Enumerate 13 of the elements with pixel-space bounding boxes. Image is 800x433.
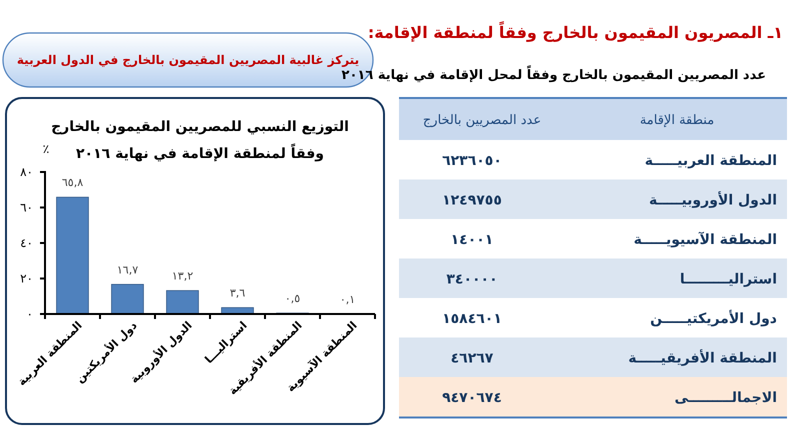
data-label: ١٦,٧ <box>116 263 138 276</box>
chart-title: التوزيع النسبي للمصريين المقيمون بالخارج وفقاً لمنطقة الإقامة في نهاية ٢٠١٦ <box>51 119 349 162</box>
y-axis-title: ٪ <box>42 142 50 156</box>
y-tick-label: ٤٠ <box>20 236 33 250</box>
y-tick-label: ٠ <box>26 307 33 321</box>
y-tick-label: ٨٠ <box>20 165 33 179</box>
data-label: ٣,٦ <box>230 286 246 300</box>
text: يتركز غالبية المصريين المقيمون بالخارج في الدول العربية <box>16 53 360 67</box>
data-label: ٦٥,٨ <box>62 176 84 190</box>
y-tick-label: ٢٠ <box>20 272 33 286</box>
data-label: ١٣,٢ <box>172 270 194 283</box>
y-tick-label: ٦٠ <box>20 200 33 214</box>
data-label: ٠,٥ <box>284 292 300 306</box>
